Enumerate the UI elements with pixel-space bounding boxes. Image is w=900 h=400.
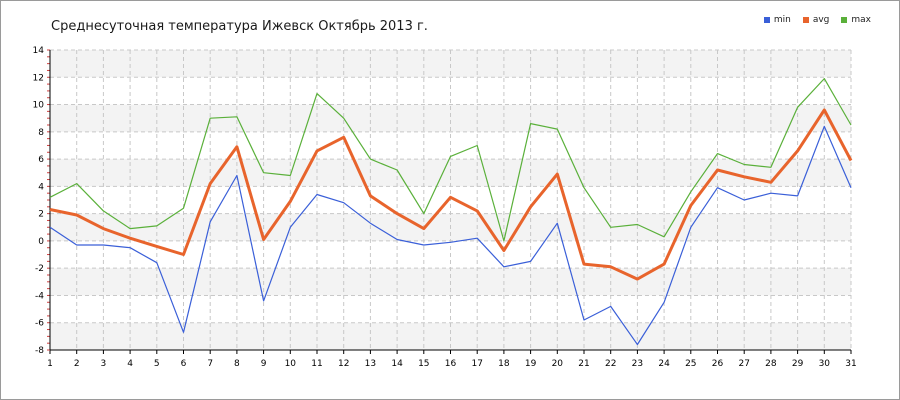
x-tick-label: 4 — [127, 359, 133, 369]
x-tick-label: 28 — [765, 359, 777, 369]
x-tick-label: 27 — [738, 359, 749, 369]
x-tick-label: 10 — [285, 359, 297, 369]
y-tick-label: 10 — [33, 101, 45, 111]
x-tick-label: 1 — [47, 359, 53, 369]
x-tick-label: 18 — [498, 359, 510, 369]
y-tick-label: -4 — [35, 291, 44, 301]
series-line-max — [49, 77, 852, 242]
legend-item-max: max — [841, 15, 871, 25]
x-tick-label: 29 — [792, 359, 804, 369]
x-tick-label: 11 — [311, 359, 322, 369]
legend-label-avg: avg — [812, 15, 830, 25]
y-tick-label: 6 — [38, 155, 44, 165]
legend-item-min: min — [763, 15, 791, 25]
x-tick-label: 22 — [605, 359, 616, 369]
chart-legend: min avg max — [763, 15, 871, 25]
legend-swatch-avg — [802, 17, 809, 23]
legend-swatch-min — [763, 17, 770, 23]
x-tick-label: 3 — [101, 359, 107, 369]
y-tick-label: 14 — [33, 46, 45, 56]
x-tick-label: 24 — [658, 359, 670, 369]
y-tick-label: -2 — [35, 264, 44, 274]
legend-item-avg: avg — [802, 15, 830, 25]
x-tick-label: 5 — [154, 359, 160, 369]
y-tick-label: 0 — [38, 237, 44, 247]
y-tick-label: 12 — [33, 73, 44, 83]
legend-label-max: max — [851, 15, 871, 25]
y-tick-label: -8 — [35, 346, 44, 356]
x-tick-label: 17 — [471, 359, 482, 369]
x-tick-label: 12 — [338, 359, 349, 369]
y-tick-label: -6 — [35, 319, 44, 329]
legend-swatch-max — [841, 17, 848, 23]
x-tick-label: 23 — [632, 359, 643, 369]
x-tick-label: 19 — [525, 359, 537, 369]
series-line-avg — [49, 108, 853, 281]
x-tick-label: 14 — [391, 359, 403, 369]
y-tick-label: 2 — [38, 210, 44, 220]
x-tick-label: 21 — [578, 359, 589, 369]
chart-title: Среднесуточная температура Ижевск Октябр… — [51, 19, 428, 34]
x-tick-label: 31 — [845, 359, 856, 369]
x-tick-label: 26 — [712, 359, 724, 369]
y-tick-label: 4 — [38, 182, 44, 192]
x-tick-label: 20 — [552, 359, 564, 369]
x-tick-label: 2 — [74, 359, 80, 369]
series-line-min — [49, 125, 852, 346]
x-tick-label: 15 — [418, 359, 429, 369]
legend-label-min: min — [773, 15, 791, 25]
x-tick-label: 6 — [181, 359, 187, 369]
x-tick-label: 30 — [819, 359, 831, 369]
x-tick-label: 7 — [207, 359, 213, 369]
x-tick-label: 25 — [685, 359, 696, 369]
x-tick-label: 9 — [261, 359, 267, 369]
x-tick-label: 16 — [445, 359, 457, 369]
x-tick-label: 13 — [365, 359, 376, 369]
y-tick-label: 8 — [38, 128, 44, 138]
x-tick-label: 8 — [234, 359, 240, 369]
